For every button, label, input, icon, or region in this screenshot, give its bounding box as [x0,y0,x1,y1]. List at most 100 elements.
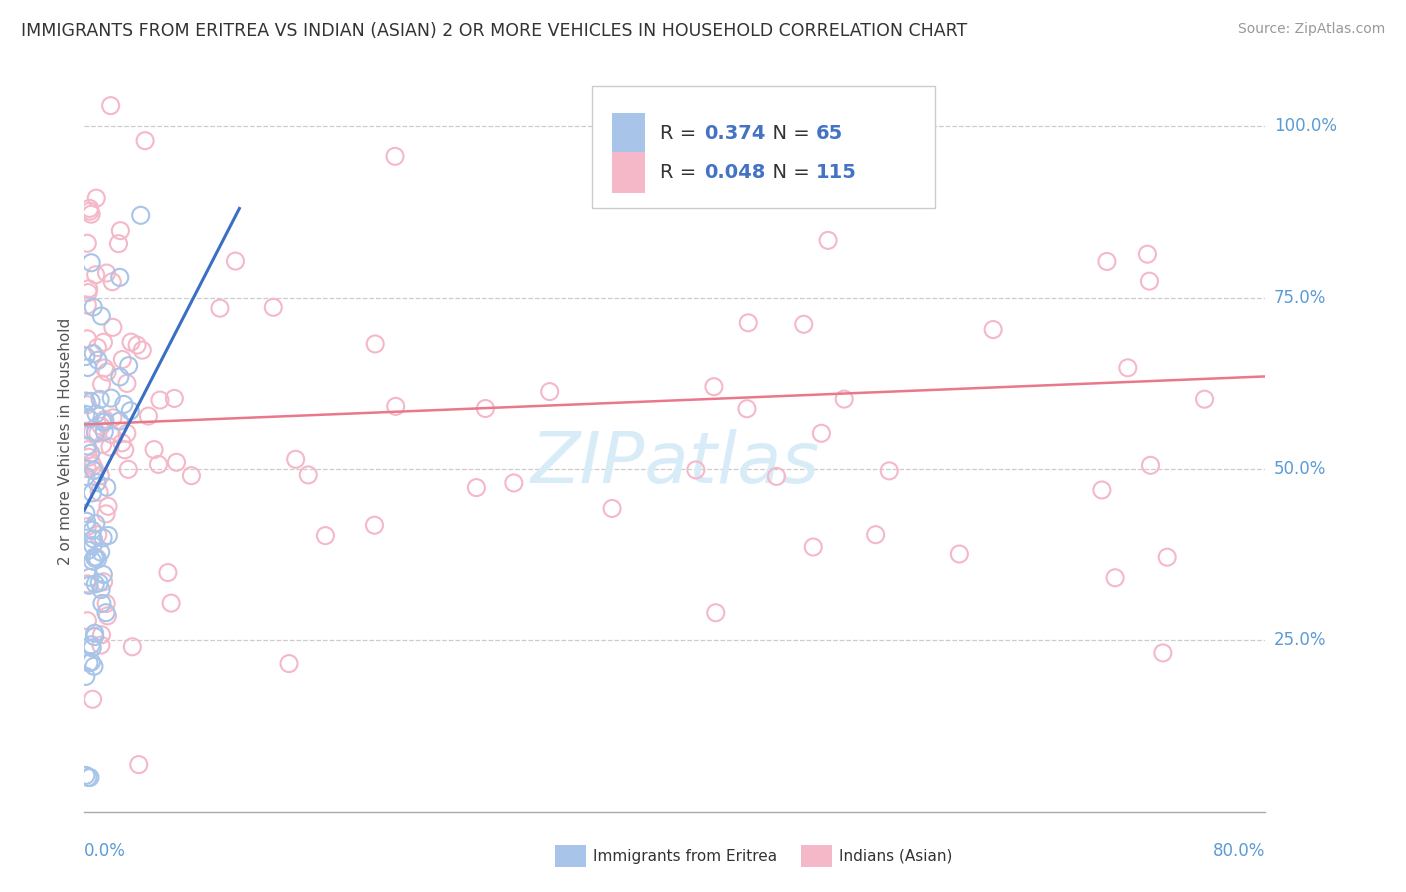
Point [297,467,319,482]
Y-axis label: 2 or more Vehicles in Household: 2 or more Vehicles in Household [58,318,73,566]
Point [79,204,101,219]
Point [108,270,131,285]
Point [77,771,100,785]
Point [89,485,111,500]
Point [801,540,824,554]
Point [97,500,120,514]
Text: 80.0%: 80.0% [1213,842,1265,860]
Point [87,426,110,441]
Point [84,463,107,477]
Point [865,527,887,541]
Point [83,626,105,640]
Text: 0.0%: 0.0% [84,842,127,860]
Point [82,486,104,500]
Point [75,408,97,422]
Text: 75.0%: 75.0% [1274,289,1326,307]
Text: ZIPatlas: ZIPatlas [530,429,820,499]
Point [77,543,100,558]
Point [80,207,103,221]
Point [114,442,136,457]
Point [832,392,855,406]
Point [90,377,112,392]
Point [82,539,104,553]
Point [77,578,100,592]
Point [80,394,103,409]
Point [156,566,179,580]
Point [121,640,143,654]
Point [117,359,139,373]
Point [180,468,202,483]
Point [120,404,142,418]
Text: 50.0%: 50.0% [1274,460,1326,478]
Point [101,320,124,334]
Point [96,266,118,280]
Point [735,401,758,416]
Point [79,411,101,425]
Point [89,392,111,407]
Point [77,285,100,300]
Point [82,640,104,655]
Point [538,384,561,399]
Point [600,501,623,516]
Point [1136,247,1159,261]
Point [765,469,787,483]
Text: N =: N = [759,163,815,182]
Point [76,398,98,412]
Point [364,337,387,351]
Point [84,425,107,440]
Point [115,376,138,391]
Point [502,475,524,490]
Point [82,458,104,473]
Point [284,452,307,467]
Point [96,608,118,623]
Point [143,442,166,457]
Point [1091,483,1114,497]
Point [111,435,134,450]
Point [82,425,104,440]
Point [134,134,156,148]
Point [166,455,188,469]
Point [80,638,103,652]
Point [94,606,117,620]
Point [981,322,1004,336]
Point [90,419,112,434]
Point [91,597,114,611]
Point [76,577,98,591]
Point [82,692,104,706]
Point [90,638,112,652]
Point [84,407,107,421]
Point [80,456,103,470]
Point [84,551,107,566]
Text: R =: R = [659,163,702,182]
Point [100,391,122,405]
Point [86,341,108,355]
Point [76,514,98,528]
Point [128,757,150,772]
Point [127,338,149,352]
Point [793,318,815,332]
Point [704,606,727,620]
Point [87,353,110,368]
Point [110,224,132,238]
Point [76,332,98,346]
Point [84,268,107,282]
Point [1194,392,1216,407]
Point [465,481,488,495]
Point [76,360,98,375]
Point [877,464,900,478]
Text: Indians (Asian): Indians (Asian) [839,849,953,863]
Point [93,574,115,589]
Point [91,437,114,451]
Point [76,236,98,251]
Point [262,301,284,315]
Bar [555,845,586,867]
Point [77,656,100,670]
Point [90,309,112,323]
Point [1116,360,1139,375]
Point [93,335,115,350]
FancyBboxPatch shape [612,153,645,193]
Point [96,480,118,494]
Point [94,507,117,521]
Point [76,461,98,475]
Point [75,669,97,683]
